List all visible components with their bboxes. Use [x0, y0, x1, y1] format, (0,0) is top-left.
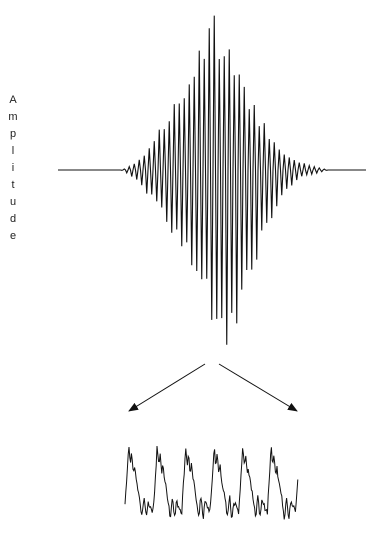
arrow-right: [218, 363, 298, 412]
arrow-left: [128, 363, 206, 412]
speech-waveform: [58, 15, 366, 345]
zoomed-waveform: [124, 445, 299, 520]
axis-label: Amplitude: [7, 94, 19, 247]
